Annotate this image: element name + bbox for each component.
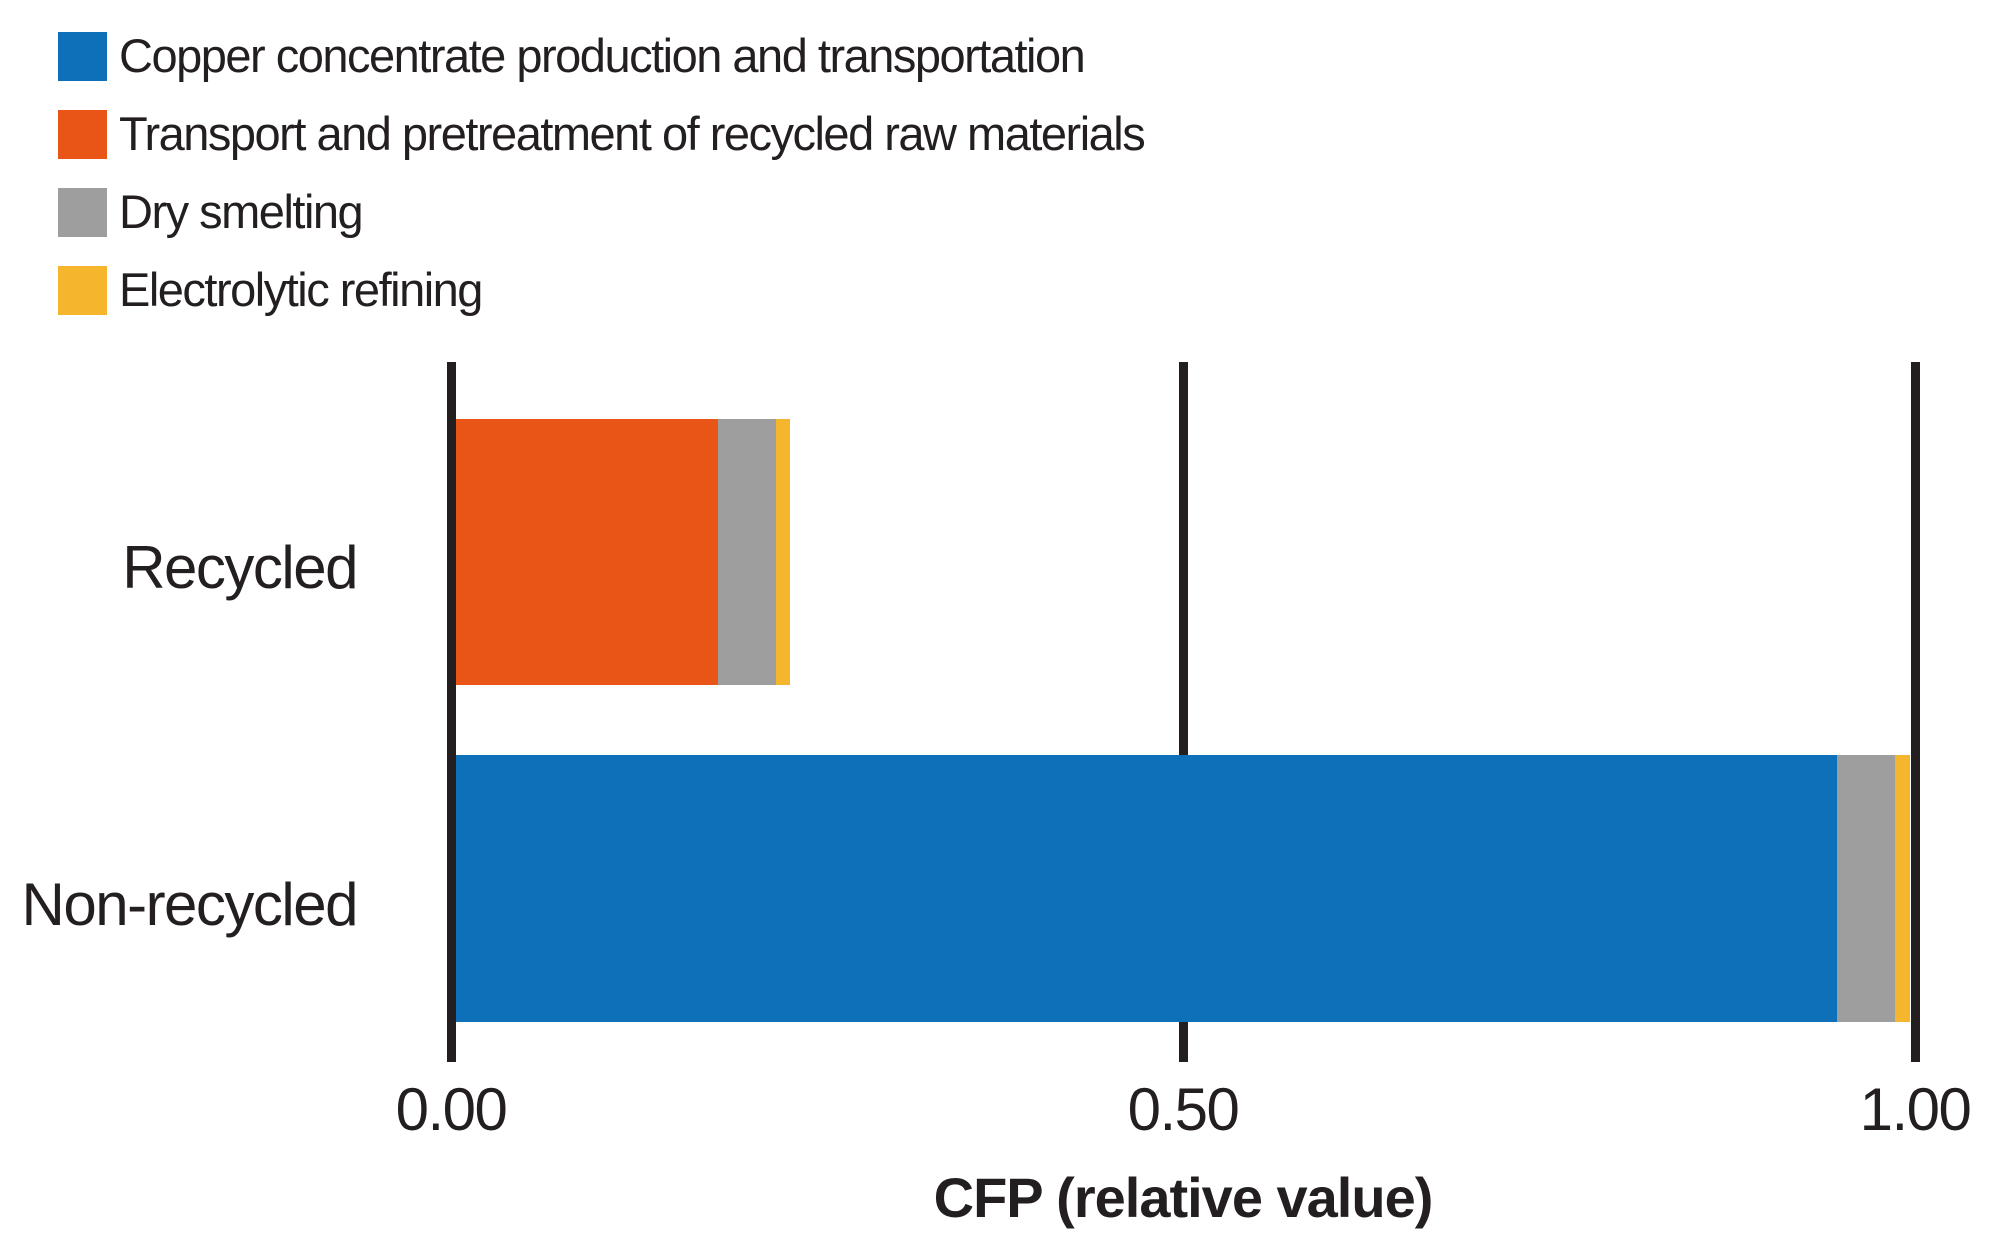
tick-line-0-50	[1178, 362, 1188, 1062]
legend-label: Copper concentrate production and transp…	[119, 29, 1086, 82]
legend-item-electrolytic-refining: Electrolytic refining	[58, 266, 1144, 315]
category-label-recycled: Recycled	[122, 534, 358, 601]
bar-segment-recycled-dry-smelting	[717, 419, 776, 685]
tick-label-0-00: 0.00	[395, 1076, 508, 1143]
category-label-non-recycled: Non-recycled	[21, 870, 359, 938]
x-axis-title: CFP (relative value)	[933, 1166, 1434, 1229]
bar-segment-non-recycled-electrolytic-refinin	[1895, 755, 1910, 1022]
bar-recycled	[456, 419, 791, 685]
legend-item-copper-concentrate-production-: Copper concentrate production and transp…	[58, 32, 1144, 81]
legend-label: Dry smelting	[119, 185, 364, 238]
legend: Copper concentrate production and transp…	[58, 32, 1146, 315]
legend-swatch	[58, 188, 107, 237]
legend-item-dry-smelting: Dry smelting	[58, 188, 1144, 237]
bar-segment-non-recycled-dry-smelting	[1837, 755, 1896, 1022]
tick-line-0-00	[446, 362, 456, 1062]
tick-line-1-00	[1910, 362, 1920, 1062]
tick-label-0-50: 0.50	[1127, 1076, 1240, 1143]
legend-swatch	[58, 266, 107, 315]
bar-non-recycled	[456, 755, 1910, 1022]
legend-label: Electrolytic refining	[119, 263, 483, 316]
legend-item-transport-and-pretreatment-of-: Transport and pretreatment of recycled r…	[58, 107, 1146, 160]
legend-label: Transport and pretreatment of recycled r…	[119, 107, 1146, 160]
bar-segment-non-recycled-copper-concentrate-p	[456, 755, 1838, 1022]
bar-segment-recycled-electrolytic-refinin	[775, 419, 791, 685]
legend-swatch	[58, 32, 107, 81]
bar-segment-recycled-transport-and-pretre	[456, 419, 718, 685]
tick-label-1-00: 1.00	[1859, 1076, 1972, 1143]
legend-swatch	[58, 110, 107, 159]
